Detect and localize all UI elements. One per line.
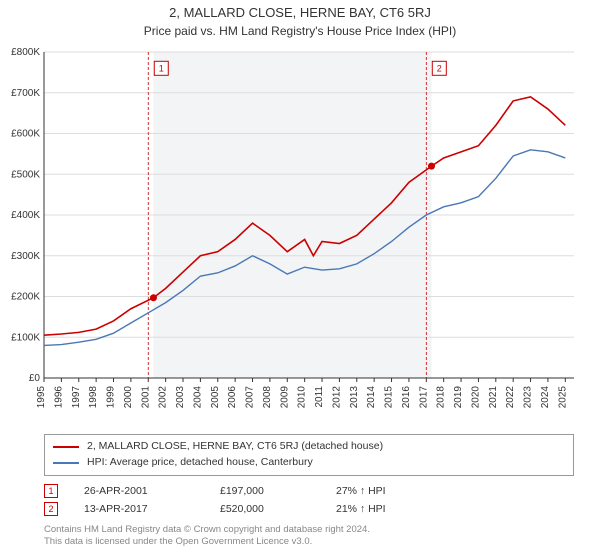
svg-text:2019: 2019	[453, 386, 464, 409]
svg-text:2003: 2003	[175, 386, 186, 409]
svg-text:£500K: £500K	[11, 170, 40, 181]
sale-date: 26-APR-2001	[84, 485, 194, 497]
svg-text:2009: 2009	[279, 386, 290, 409]
legend-label: HPI: Average price, detached house, Cant…	[87, 455, 313, 471]
svg-text:2012: 2012	[331, 386, 342, 409]
svg-text:2022: 2022	[505, 386, 516, 409]
footer-line-2: This data is licensed under the Open Gov…	[44, 536, 574, 548]
svg-text:£200K: £200K	[11, 292, 40, 303]
legend-label: 2, MALLARD CLOSE, HERNE BAY, CT6 5RJ (de…	[87, 439, 383, 455]
svg-text:2010: 2010	[297, 386, 308, 409]
legend-swatch	[53, 446, 79, 448]
svg-text:2017: 2017	[418, 386, 429, 409]
chart-plot-area: £0 £100K £200K £300K £400K £500K £600K £700K £80…	[0, 46, 600, 426]
svg-text:1999: 1999	[106, 386, 117, 409]
chart-subtitle: Price paid vs. HM Land Registry's House …	[0, 20, 600, 46]
svg-text:2000: 2000	[123, 386, 134, 409]
svg-text:2001: 2001	[140, 386, 151, 409]
sale-badge: 1	[44, 484, 58, 498]
svg-text:2024: 2024	[540, 386, 551, 409]
svg-text:2: 2	[437, 64, 442, 74]
svg-text:2018: 2018	[436, 386, 447, 409]
svg-text:2014: 2014	[366, 386, 377, 409]
svg-text:£800K: £800K	[11, 47, 40, 58]
svg-text:2021: 2021	[488, 386, 499, 409]
sale-price: £520,000	[220, 503, 310, 515]
svg-text:1998: 1998	[88, 386, 99, 409]
svg-text:2015: 2015	[384, 386, 395, 409]
legend-box: 2, MALLARD CLOSE, HERNE BAY, CT6 5RJ (de…	[44, 434, 574, 476]
svg-text:£100K: £100K	[11, 333, 40, 344]
svg-text:1: 1	[159, 64, 164, 74]
svg-text:2006: 2006	[227, 386, 238, 409]
footer-line-1: Contains HM Land Registry data © Crown c…	[44, 524, 574, 536]
svg-text:2023: 2023	[523, 386, 534, 409]
sale-row: 1 26-APR-2001 £197,000 27% ↑ HPI	[44, 484, 574, 498]
svg-text:1997: 1997	[71, 386, 82, 409]
svg-text:2004: 2004	[192, 386, 203, 409]
svg-text:£600K: £600K	[11, 129, 40, 140]
svg-text:£400K: £400K	[11, 210, 40, 221]
chart-container: 2, MALLARD CLOSE, HERNE BAY, CT6 5RJ Pri…	[0, 0, 600, 560]
sale-badge: 2	[44, 502, 58, 516]
footer-attribution: Contains HM Land Registry data © Crown c…	[44, 524, 574, 549]
legend-swatch	[53, 462, 79, 464]
svg-text:2025: 2025	[557, 386, 568, 409]
chart-svg: £0 £100K £200K £300K £400K £500K £600K £700K £80…	[0, 46, 600, 426]
sales-table: 1 26-APR-2001 £197,000 27% ↑ HPI 2 13-APR-201…	[44, 484, 574, 516]
svg-text:£300K: £300K	[11, 251, 40, 262]
svg-text:£700K: £700K	[11, 88, 40, 99]
sale-vs-hpi: 27% ↑ HPI	[336, 485, 426, 497]
svg-text:2008: 2008	[262, 386, 273, 409]
svg-text:2013: 2013	[349, 386, 360, 409]
svg-text:2007: 2007	[245, 386, 256, 409]
svg-text:1996: 1996	[53, 386, 64, 409]
svg-text:2002: 2002	[158, 386, 169, 409]
svg-text:2011: 2011	[314, 386, 325, 408]
svg-text:2020: 2020	[470, 386, 481, 409]
sale-vs-hpi: 21% ↑ HPI	[336, 503, 426, 515]
svg-text:1995: 1995	[36, 386, 47, 409]
legend-item: HPI: Average price, detached house, Cant…	[53, 455, 565, 471]
sale-price: £197,000	[220, 485, 310, 497]
svg-text:£0: £0	[29, 373, 41, 384]
sale-row: 2 13-APR-2017 £520,000 21% ↑ HPI	[44, 502, 574, 516]
legend-item: 2, MALLARD CLOSE, HERNE BAY, CT6 5RJ (de…	[53, 439, 565, 455]
sale-date: 13-APR-2017	[84, 503, 194, 515]
chart-title: 2, MALLARD CLOSE, HERNE BAY, CT6 5RJ	[0, 0, 600, 20]
svg-text:2016: 2016	[401, 386, 412, 409]
svg-text:2005: 2005	[210, 386, 221, 409]
